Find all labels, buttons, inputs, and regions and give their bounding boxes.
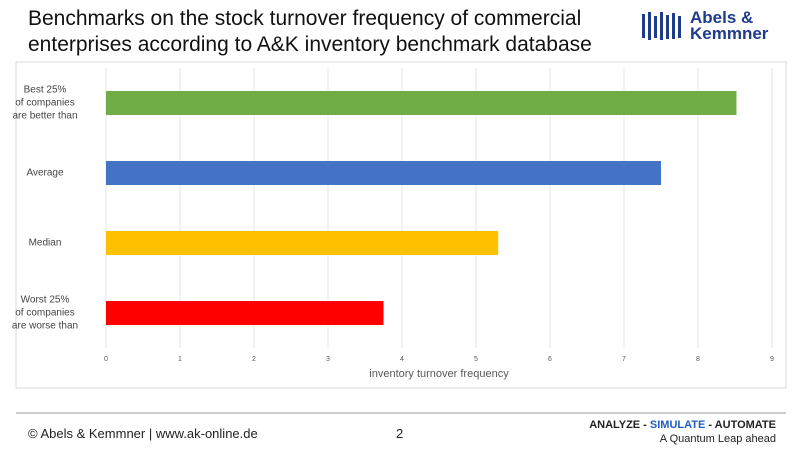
- logo-text: Abels & Kemmner: [690, 8, 769, 43]
- logo-line: Kemmner: [690, 24, 769, 43]
- x-tick-label: 9: [770, 356, 774, 363]
- x-tick-label: 6: [548, 356, 552, 363]
- y-tick-label: Best 25% of companies are better than: [12, 84, 78, 122]
- x-tick-label: 4: [400, 356, 404, 363]
- y-tick-label: Median: [28, 237, 62, 249]
- bar: [106, 161, 661, 185]
- bar: [106, 91, 737, 115]
- slide-title: Benchmarks on the stock turnover frequen…: [28, 7, 592, 56]
- x-tick-label: 0: [104, 356, 108, 363]
- y-tick-label: Average: [26, 167, 64, 179]
- x-tick-label: 5: [474, 356, 478, 363]
- x-tick-label: 2: [252, 356, 256, 363]
- x-tick-label: 1: [178, 356, 182, 363]
- x-axis-label: inventory turnover frequency: [369, 368, 509, 380]
- tagline-part: - AUTOMATE: [705, 419, 776, 431]
- slogan: A Quantum Leap ahead: [659, 433, 776, 445]
- chart-frame: [15, 61, 787, 389]
- copyright: © Abels & Kemmner | www.ak-online.de: [28, 426, 258, 441]
- bar: [106, 231, 499, 255]
- x-tick-label: 8: [696, 356, 700, 363]
- bar: [106, 301, 384, 325]
- x-tick-label: 7: [622, 356, 626, 363]
- y-tick-label: Worst 25% of companies are worse than: [11, 294, 79, 332]
- tagline: ANALYZE - SIMULATE - AUTOMATE: [589, 419, 776, 431]
- tagline-part: ANALYZE -: [589, 419, 650, 431]
- logo-icon: [642, 12, 681, 40]
- tagline-part: SIMULATE: [649, 419, 706, 431]
- page-number: 2: [396, 426, 404, 441]
- x-tick-label: 3: [326, 356, 330, 363]
- logo-line: Abels &: [690, 8, 754, 27]
